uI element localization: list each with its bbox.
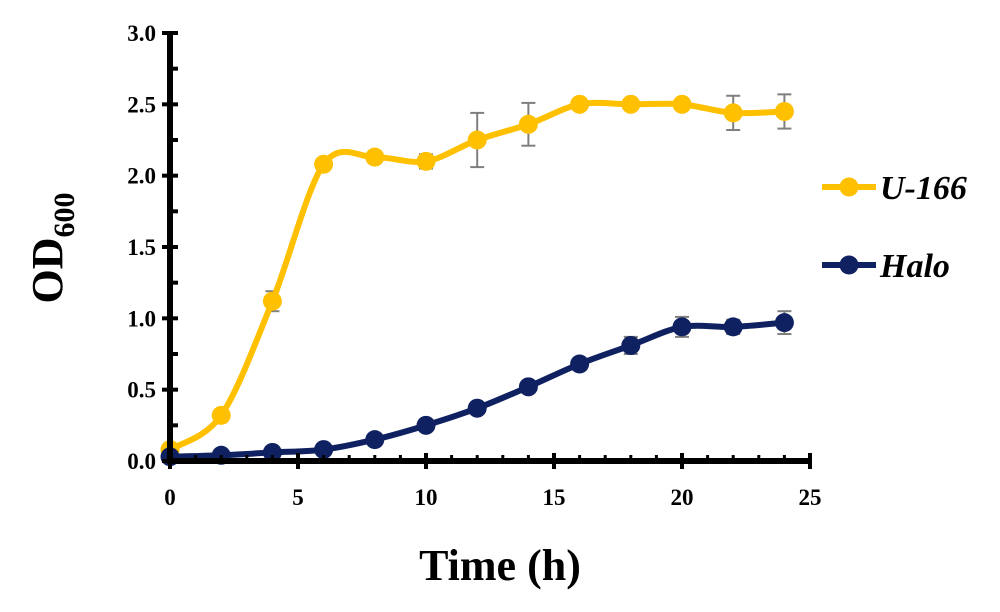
y-tick-label-5: 2.5: [127, 92, 156, 117]
data-point-u-166-10: [672, 94, 692, 114]
data-point-halo-11: [723, 317, 743, 337]
data-point-u-166-3: [314, 154, 334, 174]
y-axis-title: OD600: [23, 193, 81, 304]
data-point-halo-6: [467, 398, 487, 418]
data-point-halo-9: [621, 335, 641, 355]
y-tick-label-4: 2.0: [127, 164, 156, 189]
data-point-u-166-7: [518, 114, 538, 134]
data-point-u-166-11: [723, 103, 743, 123]
x-tick-label-0: 0: [164, 485, 176, 510]
legend: U-166 Halo: [822, 170, 967, 285]
data-point-halo-10: [672, 317, 692, 337]
legend-label-u-166: U-166: [880, 170, 967, 207]
y-tick-label-3: 1.5: [127, 235, 156, 260]
data-point-halo-4: [365, 430, 385, 450]
y-tick-label-2: 1.0: [127, 306, 156, 331]
data-point-halo-5: [416, 415, 436, 435]
y-tick-label-1: 0.5: [127, 378, 156, 403]
y-axis-title-main: OD: [23, 238, 72, 304]
data-point-u-166-4: [365, 147, 385, 167]
x-tick-label-3: 15: [543, 485, 566, 510]
legend-marker-halo: [839, 255, 859, 275]
y-axis-title-subscript: 600: [48, 193, 81, 238]
data-point-halo-8: [570, 354, 590, 374]
data-point-halo-12: [774, 313, 794, 333]
data-point-u-166-2: [262, 291, 282, 311]
x-tick-label-5: 25: [799, 485, 822, 510]
axes: 0.0 0.5 1.0 1.5 2.0 2.5 3.0 0 5 10 15 20 25: [127, 21, 821, 510]
y-tick-label-0: 0.0: [127, 449, 156, 474]
data-point-u-166-6: [467, 130, 487, 150]
data-point-u-166-9: [621, 94, 641, 114]
x-axis-title: Time (h): [419, 541, 581, 590]
x-tick-label-1: 5: [292, 485, 304, 510]
data-point-u-166-12: [774, 101, 794, 121]
data-point-u-166-1: [211, 405, 231, 425]
data-point-halo-3: [314, 440, 334, 460]
data-point-u-166-8: [570, 94, 590, 114]
x-tick-label-4: 20: [671, 485, 694, 510]
data-point-halo-7: [518, 377, 538, 397]
y-tick-label-6: 3.0: [127, 21, 156, 46]
legend-marker-u-166: [839, 177, 859, 197]
data-point-u-166-5: [416, 151, 436, 171]
data-point-halo-2: [262, 442, 282, 462]
legend-label-halo: Halo: [879, 248, 950, 285]
series-line-halo: [169, 319, 785, 460]
x-tick-label-2: 10: [415, 485, 438, 510]
svg-text:OD600: OD600: [23, 193, 81, 304]
